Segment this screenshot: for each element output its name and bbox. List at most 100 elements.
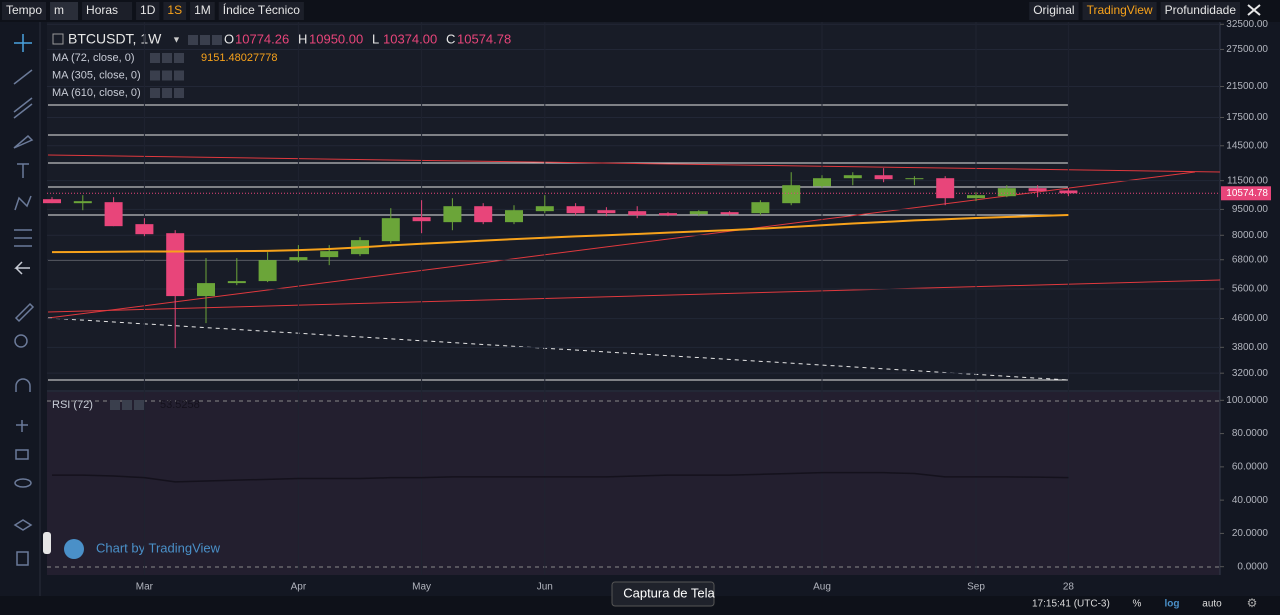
candle-body (412, 217, 431, 222)
rsi-tick-label: 0.0000 (1237, 561, 1268, 572)
legend-icon[interactable] (174, 70, 184, 81)
symbol: BTCUSDT, 1W (68, 31, 162, 47)
legend-icon[interactable] (150, 88, 160, 98)
y-tick-label: 14500.00 (1226, 140, 1268, 151)
candle-body (597, 210, 616, 214)
toolbar-button[interactable] (136, 2, 160, 20)
y-tick-label: 11500.00 (1227, 175, 1268, 186)
candle-body (751, 202, 770, 214)
last-price-badge (1221, 186, 1271, 201)
candle-body (505, 210, 523, 223)
ohlc-key: C (446, 31, 455, 46)
legend-icon[interactable] (150, 53, 160, 63)
rsi-tick-label: 100.0000 (1226, 395, 1268, 406)
rsi-name: RSI (72) (52, 399, 93, 411)
toolbar-button[interactable] (163, 2, 187, 20)
collapse-legend[interactable] (52, 33, 64, 45)
user-drawings (47, 104, 1221, 381)
toolbar-label: 1M (194, 3, 211, 17)
candle-body (566, 206, 585, 214)
y-tick-label: 9500.00 (1232, 204, 1269, 215)
candle-body (874, 175, 893, 180)
tooltip: Captura de Tela (623, 585, 715, 600)
candle-body (135, 224, 154, 235)
legend-icon[interactable] (162, 53, 172, 63)
legend-icon[interactable] (110, 400, 120, 410)
candle-body (905, 178, 924, 180)
candle-body (381, 218, 400, 242)
rsi-tick-label: 80.0000 (1232, 428, 1269, 439)
candle-body (997, 188, 1016, 197)
x-tick-label: Apr (291, 582, 307, 593)
candle-body (720, 212, 739, 215)
y-tick-label: 3800.00 (1232, 342, 1269, 353)
toolbar-button[interactable] (218, 2, 304, 20)
candle-body (967, 195, 985, 199)
toolbar-button[interactable] (50, 2, 79, 20)
candle-body (258, 260, 277, 282)
x-tick-label: Mar (136, 582, 154, 593)
legend-icon[interactable] (174, 88, 184, 98)
toolbar-button[interactable] (82, 2, 133, 20)
candle-body (813, 178, 831, 187)
indicator-name: MA (610, close, 0) (52, 87, 141, 99)
watermark[interactable]: Chart by TradingView (96, 540, 221, 555)
footer-button[interactable]: % (1133, 599, 1142, 610)
rsi-tick-label: 20.0000 (1232, 528, 1269, 539)
rsi-value: 53.5258 (160, 399, 200, 411)
last-price-label: 10574.78 (1226, 188, 1268, 199)
ohlc-value: 10950.00 (309, 31, 363, 46)
toolbar-button[interactable] (190, 2, 215, 20)
candle-body (782, 185, 801, 204)
ohlc-key: O (224, 31, 234, 46)
toolbar-label: 1D (140, 3, 156, 17)
candle-body (535, 206, 554, 212)
view-button[interactable] (1160, 2, 1240, 20)
tooltip-box (611, 581, 715, 607)
legend-icon[interactable] (162, 88, 172, 98)
legend-icon[interactable] (200, 35, 210, 45)
view-button[interactable] (1029, 2, 1079, 20)
drawing-tools[interactable] (13, 34, 35, 566)
legend-icon[interactable] (122, 400, 132, 410)
indicator-name: MA (72, close, 0) (52, 52, 135, 64)
x-tick-label: 28 (1063, 582, 1075, 593)
legend-icon[interactable] (174, 53, 184, 63)
view-label: Profundidade (1165, 3, 1237, 17)
candle-body (320, 251, 339, 258)
interval-arrow: ▼ (172, 34, 181, 44)
legend-icon[interactable] (188, 35, 198, 45)
view-button[interactable] (1082, 2, 1157, 20)
ohlc-value: 10574.78 (457, 31, 511, 46)
candle-body (628, 211, 647, 216)
legend-icon[interactable] (162, 70, 172, 81)
toolbar-label: Horas (86, 3, 118, 17)
ma-line (51, 214, 1069, 254)
candle-body (659, 213, 677, 216)
candle-body (843, 175, 862, 179)
top-toolbar (0, 0, 1280, 22)
toolbar-label: 1S (167, 3, 182, 17)
legend-icon[interactable] (150, 70, 160, 81)
ohlc-value: 10374.00 (383, 31, 437, 46)
rsi-tick-label: 60.0000 (1232, 462, 1269, 473)
y-tick-label: 17500.00 (1226, 112, 1268, 123)
legend-icon[interactable] (134, 400, 144, 410)
toolbar-label: m (54, 3, 64, 17)
toolbar-button[interactable] (2, 2, 47, 20)
collapse-handle[interactable] (43, 532, 51, 554)
candle-body (474, 206, 493, 223)
footer-button[interactable]: auto (1202, 599, 1222, 610)
candle-body (73, 201, 92, 204)
candle-body (197, 283, 215, 297)
y-tick-label: 3200.00 (1232, 368, 1269, 379)
legend-icon[interactable] (212, 35, 222, 45)
candle-body (443, 206, 462, 223)
candle-body (1059, 190, 1078, 194)
footer-button[interactable]: log (1165, 599, 1180, 610)
toolbar-label: Tempo (6, 3, 42, 17)
candle-body (689, 211, 708, 215)
price-pane (47, 22, 1220, 390)
settings[interactable]: ⚙ (1247, 596, 1258, 610)
view-label: TradingView (1087, 3, 1153, 17)
